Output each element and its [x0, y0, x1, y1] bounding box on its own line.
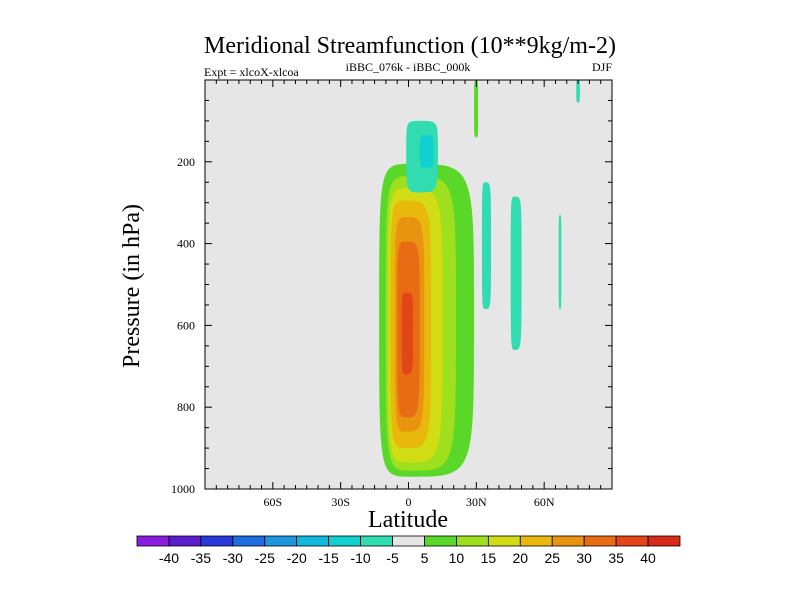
colorbar-label: 5: [421, 550, 429, 566]
colorbar-swatch: [360, 535, 393, 547]
colorbar-swatch: [551, 535, 585, 547]
y-tick-label: 800: [177, 400, 195, 414]
y-axis-label: Pressure (in hPa): [119, 204, 145, 368]
colorbar-swatch: [264, 535, 298, 547]
positive-sliver-top-30n: [474, 80, 479, 138]
colorbar-label: 25: [544, 550, 560, 566]
y-tick-label: 1000: [171, 482, 195, 496]
colorbar-label: 30: [576, 550, 592, 566]
colorbar-label: -40: [159, 550, 179, 566]
colorbar-swatch: [519, 535, 553, 547]
positive-cell-level-35: [401, 292, 414, 375]
x-tick-label: 60S: [263, 495, 282, 509]
colorbar-label: 10: [449, 550, 465, 566]
colorbar-swatch: [424, 535, 457, 547]
plot-area: [205, 80, 612, 489]
colorbar-label: -35: [191, 550, 211, 566]
colorbar-swatch: [647, 535, 681, 547]
colorbar-swatch: [200, 535, 234, 547]
colorbar-label: 40: [640, 550, 656, 566]
colorbar-label: -10: [350, 550, 370, 566]
negative-cell-upper-eq-level-10: [419, 135, 434, 168]
colorbar-label: -5: [386, 550, 399, 566]
y-tick-label: 200: [177, 155, 195, 169]
x-tick-label: 30N: [466, 495, 487, 509]
case-difference-label: iBBC_076k - iBBC_000k: [346, 60, 471, 74]
colorbar-swatch: [232, 535, 266, 547]
chart-title: Meridional Streamfunction (10**9kg/m-2): [204, 33, 616, 59]
colorbar: -40 -35 -30 -25 -20 -15 -10 -5 5 10 15 20 25 30 35 40: [136, 535, 681, 566]
season-label: DJF: [592, 60, 612, 74]
colorbar-label: 20: [513, 550, 529, 566]
colorbar-swatch: [487, 535, 521, 547]
colorbar-label: -15: [319, 550, 339, 566]
negative-sliver-67n: [558, 214, 562, 310]
negative-cell-35n: [481, 182, 492, 310]
negative-cell-47n: [510, 196, 522, 350]
negative-sliver-top-75n: [576, 80, 580, 103]
colorbar-swatch: [136, 535, 170, 547]
y-tick-label: 400: [177, 237, 195, 251]
colorbar-swatch: [615, 535, 649, 547]
colorbar-label: 35: [608, 550, 624, 566]
colorbar-swatch: [296, 535, 330, 547]
experiment-label: Expt = xlcoX-xlcoa: [204, 65, 299, 79]
colorbar-swatch: [328, 535, 361, 547]
axes: 200 400 600 800 1000 60S 30S 0 30N 60N: [171, 79, 613, 509]
colorbar-label: -30: [223, 550, 243, 566]
colorbar-swatch: [392, 535, 425, 547]
colorbar-swatch: [456, 535, 489, 547]
x-tick-label: 0: [406, 495, 412, 509]
colorbar-label: 15: [481, 550, 497, 566]
y-tick-label: 600: [177, 318, 195, 332]
colorbar-swatch: [168, 535, 202, 547]
colorbar-swatch: [583, 535, 617, 547]
colorbar-label: -25: [255, 550, 275, 566]
x-tick-label: 30S: [331, 495, 350, 509]
x-tick-label: 60N: [534, 495, 555, 509]
colorbar-label: -20: [287, 550, 307, 566]
x-axis-label: Latitude: [368, 507, 448, 533]
